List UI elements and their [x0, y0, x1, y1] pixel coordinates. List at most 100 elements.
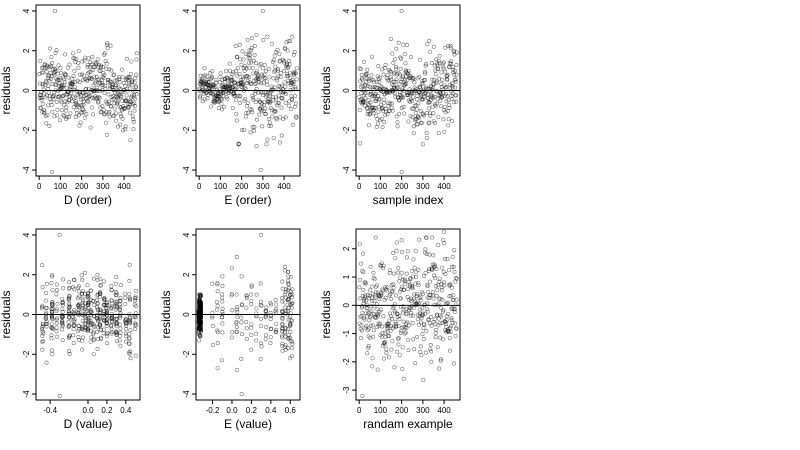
data-point: [128, 328, 133, 333]
data-point: [252, 125, 257, 130]
data-point: [251, 98, 256, 103]
data-point: [244, 319, 249, 324]
data-point: [393, 256, 398, 261]
data-point: [56, 63, 61, 68]
y-axis-label: residuals: [159, 66, 173, 114]
data-point: [244, 111, 249, 116]
data-point: [411, 313, 416, 318]
data-point: [40, 347, 45, 352]
data-point: [220, 274, 225, 279]
data-point: [427, 120, 432, 125]
data-point: [372, 84, 377, 89]
data-point: [230, 330, 235, 335]
data-point: [419, 352, 424, 357]
data-point: [258, 357, 263, 362]
data-point: [418, 298, 423, 303]
data-point: [252, 52, 257, 57]
data-point: [220, 283, 225, 288]
data-point: [94, 74, 99, 79]
data-point: [86, 302, 91, 307]
data-point: [400, 367, 405, 372]
data-point: [118, 330, 123, 335]
data-point: [258, 281, 263, 286]
data-point: [282, 292, 287, 297]
data-point: [432, 262, 437, 267]
data-point: [123, 318, 128, 323]
data-point: [436, 316, 441, 321]
data-point: [60, 84, 65, 89]
data-point: [369, 309, 374, 314]
data-point: [130, 114, 135, 119]
data-point: [50, 109, 55, 114]
data-point: [290, 342, 295, 347]
data-point: [394, 240, 399, 245]
data-point: [239, 320, 244, 325]
data-point: [123, 339, 128, 344]
data-point: [449, 324, 454, 329]
data-point: [273, 95, 278, 100]
data-point: [109, 331, 114, 336]
data-point: [65, 65, 70, 70]
data-point: [405, 337, 410, 342]
data-point: [67, 62, 72, 67]
data-point: [288, 301, 293, 306]
data-point: [127, 315, 132, 320]
data-point: [290, 34, 295, 39]
data-point: [44, 310, 49, 315]
data-point: [366, 77, 371, 82]
data-point: [88, 318, 93, 323]
data-point: [268, 341, 273, 346]
data-point: [369, 313, 374, 318]
data-point: [408, 113, 413, 118]
data-point: [411, 124, 416, 129]
data-point: [133, 353, 138, 358]
data-point: [419, 121, 424, 126]
data-point: [77, 72, 82, 77]
data-point: [418, 294, 423, 299]
data-point: [113, 111, 118, 116]
data-point: [436, 115, 441, 120]
data-point: [233, 86, 238, 91]
data-point: [288, 292, 293, 297]
data-point: [251, 58, 256, 63]
data-point: [41, 321, 46, 326]
data-point: [258, 61, 263, 66]
data-point: [290, 87, 295, 92]
data-point: [394, 324, 399, 329]
y-tick-label: 2: [182, 272, 191, 277]
data-point: [445, 300, 450, 305]
data-point: [67, 305, 72, 310]
data-point: [434, 101, 439, 106]
data-point: [239, 62, 244, 67]
data-point: [127, 105, 132, 110]
data-point: [416, 280, 421, 285]
data-point: [376, 321, 381, 326]
data-point: [82, 270, 87, 275]
data-point: [73, 99, 78, 104]
data-point: [448, 45, 453, 50]
data-point: [103, 59, 108, 64]
data-point: [288, 75, 293, 80]
y-tick-label: -2: [182, 126, 191, 134]
data-point: [40, 263, 45, 268]
data-point: [385, 73, 390, 78]
x-tick-label: 100: [374, 406, 388, 415]
data-point: [436, 67, 441, 72]
data-point: [426, 268, 431, 273]
data-point: [278, 58, 283, 63]
data-point: [268, 99, 273, 104]
data-point: [85, 99, 90, 104]
data-point: [412, 347, 417, 352]
data-point: [380, 288, 385, 293]
data-point: [392, 324, 397, 329]
data-point: [80, 305, 85, 310]
data-point: [60, 322, 65, 327]
data-point: [61, 314, 66, 319]
data-point: [424, 131, 429, 136]
data-point: [250, 36, 255, 41]
data-point: [290, 292, 295, 297]
data-point: [85, 283, 90, 288]
data-point: [112, 87, 117, 92]
data-point: [67, 98, 72, 103]
data-point: [365, 306, 370, 311]
